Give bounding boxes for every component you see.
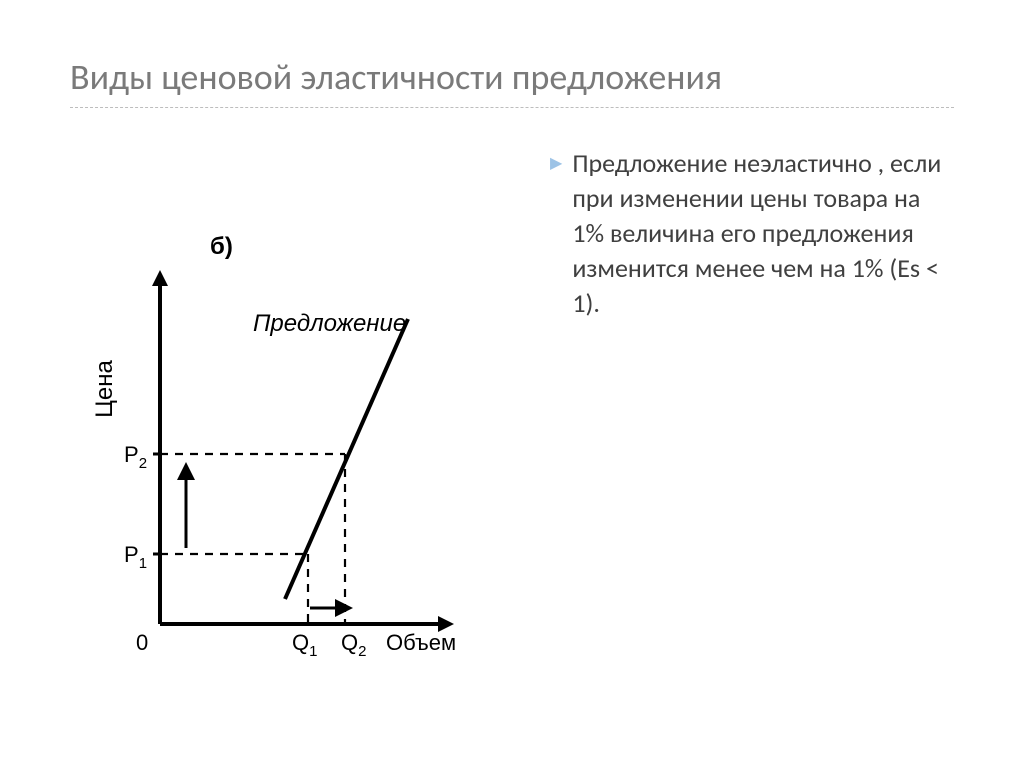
svg-text:Q2: Q2 (341, 630, 366, 660)
svg-text:б): б) (210, 233, 233, 260)
bullet-row: ▶ Предложение неэластично , если при изм… (550, 146, 954, 321)
svg-text:P1: P1 (124, 542, 147, 572)
svg-text:Объем: Объем (386, 630, 456, 655)
title-underline (70, 107, 954, 108)
svg-text:0: 0 (136, 630, 148, 655)
svg-text:P2: P2 (124, 442, 147, 472)
supply-chart: б) Цена Предложение P1 P2 Q1 Q2 0 Объем (70, 194, 520, 674)
svg-text:Предложение: Предложение (253, 310, 406, 337)
slide-title: Виды ценовой эластичности предложения (70, 55, 954, 99)
svg-text:Цена: Цена (91, 359, 118, 417)
chart-container: б) Цена Предложение P1 P2 Q1 Q2 0 Объем (70, 194, 520, 674)
svg-text:Q1: Q1 (292, 630, 317, 660)
text-block: ▶ Предложение неэластично , если при изм… (550, 138, 954, 321)
bullet-marker-icon: ▶ (550, 153, 562, 173)
content-row: б) Цена Предложение P1 P2 Q1 Q2 0 Объем ▶ Предло… (70, 138, 954, 674)
bullet-text: Предложение неэластично , если при измен… (572, 146, 954, 321)
